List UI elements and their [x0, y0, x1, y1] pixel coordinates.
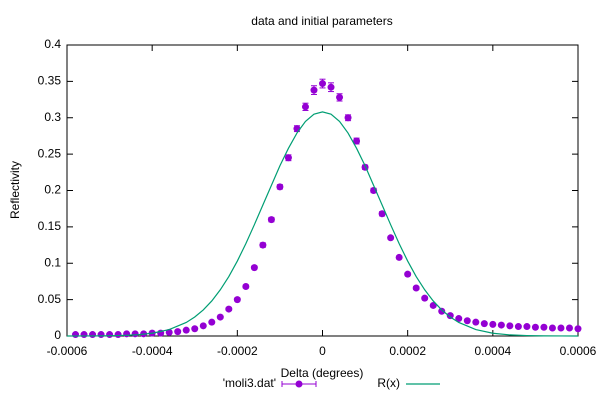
- data-point: [319, 80, 326, 88]
- data-point: [259, 241, 267, 249]
- y-tick-label: 0.1: [44, 255, 61, 269]
- x-tick-label: 0: [319, 344, 326, 358]
- data-point: [327, 83, 335, 91]
- data-point: [540, 323, 548, 331]
- data-point: [225, 305, 233, 313]
- legend-label: R(x): [377, 376, 400, 390]
- data-point: [455, 315, 463, 323]
- data-point: [174, 328, 182, 336]
- data-point: [565, 324, 573, 332]
- data-point: [387, 234, 395, 242]
- data-point: [480, 320, 488, 328]
- data-point: [80, 331, 88, 339]
- data-point: [438, 307, 446, 315]
- data-point: [89, 331, 97, 339]
- y-tick-label: 0: [54, 328, 61, 342]
- data-point: [404, 270, 412, 278]
- data-point: [446, 312, 454, 320]
- chart-title: data and initial parameters: [251, 14, 392, 28]
- data-point: [199, 322, 207, 330]
- data-point: [429, 301, 437, 309]
- x-tick-label: 0.0004: [474, 344, 511, 358]
- x-tick-label: -0.0002: [217, 344, 258, 358]
- data-point: [72, 331, 80, 339]
- x-tick-label: 0.0006: [560, 344, 597, 358]
- data-point: [463, 317, 471, 325]
- data-point: [353, 137, 361, 145]
- y-tick-label: 0.05: [38, 292, 62, 306]
- data-point: [378, 210, 386, 218]
- plot-border: [66, 44, 579, 337]
- data-point: [514, 323, 522, 331]
- data-point: [472, 318, 480, 326]
- data-point: [336, 93, 344, 101]
- data-point: [276, 183, 284, 191]
- data-point: [131, 330, 139, 338]
- y-tick-label: 0.2: [44, 183, 61, 197]
- data-point: [344, 114, 352, 122]
- data-point: [182, 326, 190, 334]
- x-tick-label: 0.0002: [389, 344, 426, 358]
- data-point: [548, 324, 556, 332]
- y-tick-label: 0.4: [44, 37, 61, 51]
- data-point: [293, 125, 301, 133]
- data-point: [106, 331, 114, 339]
- data-point: [165, 328, 173, 336]
- data-point: [233, 296, 241, 304]
- data-point: [301, 103, 309, 111]
- data-point: [557, 324, 565, 332]
- data-point: [123, 330, 131, 338]
- data-point: [489, 320, 497, 328]
- y-tick-label: 0.25: [38, 146, 62, 160]
- data-point: [216, 313, 224, 321]
- data-point: [242, 283, 250, 291]
- legend-label: 'moli3.dat': [223, 376, 276, 390]
- legend-swatch: [295, 380, 303, 388]
- data-point: [531, 323, 539, 331]
- fit-line: [66, 111, 579, 337]
- y-tick-label: 0.35: [38, 74, 62, 88]
- x-tick-label: -0.0004: [132, 344, 173, 358]
- y-axis-label: Reflectivity: [8, 161, 22, 219]
- data-point: [250, 264, 258, 272]
- data-point: [97, 331, 105, 339]
- data-point: [574, 325, 582, 333]
- y-tick-label: 0.15: [38, 219, 62, 233]
- data-point: [497, 321, 505, 329]
- data-point: [310, 86, 318, 94]
- data-point: [421, 294, 429, 302]
- data-point: [114, 331, 122, 339]
- data-point: [284, 154, 292, 162]
- data-point: [523, 323, 531, 331]
- data-point: [395, 253, 403, 261]
- data-point: [412, 284, 420, 292]
- x-axis-label: Delta (degrees): [281, 366, 364, 380]
- y-tick-label: 0.3: [44, 110, 61, 124]
- data-point: [267, 216, 275, 224]
- data-point: [191, 325, 199, 333]
- data-point: [506, 322, 514, 330]
- x-tick-label: -0.0006: [47, 344, 88, 358]
- data-point: [208, 318, 216, 326]
